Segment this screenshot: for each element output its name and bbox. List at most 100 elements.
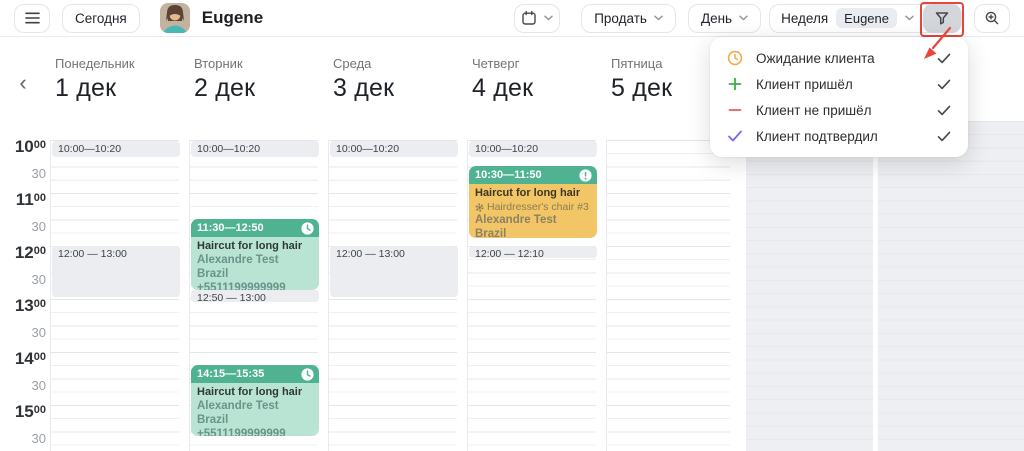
busy-slot[interactable]: 12:50 — 13:00	[191, 290, 319, 304]
staff-name: Eugene	[201, 8, 264, 27]
client-phone: +5511199999999	[197, 428, 286, 436]
busy-slot[interactable]: 12:00 — 13:00	[330, 246, 458, 297]
day-date: 1 дек	[55, 74, 117, 102]
appointment-header: 11:30—12:50	[191, 219, 319, 237]
resource-name: Hairdresser's chair #3	[487, 201, 589, 213]
hamburger-icon	[24, 12, 40, 24]
time-label: 30	[31, 219, 46, 234]
slot-time: 12:00 — 12:10	[475, 248, 544, 260]
clock-status-icon	[301, 367, 314, 381]
day-name: Пятница	[611, 56, 663, 71]
day-date: 2 дек	[194, 74, 256, 102]
chevron-down-icon	[654, 15, 663, 21]
time-label: 30	[31, 166, 46, 181]
day-name: Вторник	[194, 56, 243, 71]
busy-slot[interactable]: 10:00—10:20	[330, 141, 458, 157]
service-title: Haircut for long hair	[475, 187, 581, 199]
day-header-tuesday: Вторник 2 дек	[194, 56, 255, 103]
time-label: 1400	[14, 349, 46, 368]
filter-button[interactable]	[923, 3, 961, 33]
menu-item-missed[interactable]: Клиент не пришёл	[710, 98, 968, 123]
menu-button[interactable]	[14, 3, 50, 33]
client-name: Alexandre Test Brazil	[475, 214, 557, 238]
time-label: 1000	[14, 137, 46, 156]
day-column-thursday[interactable]: 10:00—10:20 10:30—11:50 Haircut for long…	[467, 140, 606, 451]
day-name: Понедельник	[55, 56, 135, 71]
avatar-photo	[159, 3, 190, 33]
minus-icon	[728, 109, 742, 111]
day-header-monday: Понедельник 1 дек	[55, 56, 135, 103]
appointment-header: 10:30—11:50	[469, 166, 597, 184]
busy-slot[interactable]: 10:00—10:20	[52, 141, 180, 157]
checkmark-icon	[937, 131, 951, 141]
appointment-body: Haircut for long hair Hairdresser's chai…	[469, 184, 597, 238]
time-label: 1100	[15, 190, 46, 209]
busy-slot[interactable]: 12:00 — 12:10	[469, 246, 597, 260]
appointment-body: Haircut for long hair Alexandre Test Bra…	[191, 237, 319, 290]
slot-time: 10:00—10:20	[58, 143, 122, 155]
appointment-card[interactable]: 10:30—11:50 Haircut for long hair Hairdr…	[469, 166, 597, 238]
day-view-button[interactable]: День	[687, 3, 762, 33]
busy-slot[interactable]: 12:00 — 13:00	[52, 246, 180, 297]
time-label: 30	[31, 325, 46, 340]
time-label: 30	[31, 272, 46, 287]
appointment-time: 11:30—12:50	[197, 222, 264, 234]
magnifier-plus-icon	[985, 11, 999, 25]
clock-status-icon	[301, 221, 314, 235]
busy-slot[interactable]: 10:00—10:20	[191, 141, 319, 157]
menu-item-label: Клиент подтвердил	[756, 128, 878, 144]
slot-time: 12:50 — 13:00	[197, 292, 266, 304]
sell-button[interactable]: Продать	[581, 3, 676, 33]
day-name: Четверг	[472, 56, 520, 71]
day-date: 5 дек	[611, 74, 673, 102]
weekend-column-sunday	[878, 121, 1024, 451]
slot-time: 12:00 — 13:00	[336, 248, 405, 260]
appointment-card[interactable]: 14:15—15:35 Haircut for long hair Alexan…	[191, 365, 319, 436]
chevron-down-icon[interactable]	[905, 15, 914, 21]
checkmark-icon	[937, 105, 951, 115]
busy-slot[interactable]: 10:00—10:20	[469, 141, 597, 157]
appointment-body: Haircut for long hair Alexandre Test Bra…	[191, 383, 319, 436]
day-column-tuesday[interactable]: 10:00—10:20 11:30—12:50 Haircut for long…	[189, 140, 328, 451]
today-label: Сегодня	[75, 10, 127, 26]
time-label: 30	[31, 431, 46, 446]
day-column-monday[interactable]: 10:00—10:20 12:00 — 13:00	[50, 140, 189, 451]
sell-label: Продать	[594, 10, 647, 26]
day-date: 4 дек	[472, 74, 534, 102]
zoom-button[interactable]	[974, 3, 1010, 33]
prev-week-button[interactable]: ‹	[12, 70, 34, 96]
resource-row: Hairdresser's chair #3	[475, 201, 591, 213]
slot-time: 10:00—10:20	[197, 143, 261, 155]
slot-time: 12:00 — 13:00	[58, 248, 127, 260]
calendar-picker-button[interactable]	[514, 3, 561, 33]
day-view-label: День	[700, 10, 733, 26]
exclamation-status-icon	[579, 168, 592, 182]
menu-item-waiting[interactable]: Ожидание клиента	[710, 46, 968, 71]
week-staff-chip[interactable]: Eugene	[836, 8, 897, 28]
appointment-card[interactable]: 11:30—12:50 Haircut for long hair Alexan…	[191, 219, 319, 290]
checkmark-icon	[937, 53, 951, 63]
avatar[interactable]	[159, 3, 190, 33]
day-header-wednesday: Среда 3 дек	[333, 56, 394, 103]
waiting-clock-icon	[727, 50, 743, 66]
chevron-down-icon	[544, 15, 553, 21]
menu-item-label: Клиент не пришёл	[756, 102, 872, 118]
day-header-friday: Пятница 5 дек	[611, 56, 672, 103]
service-title: Haircut for long hair	[197, 386, 303, 398]
time-label: 1200	[14, 243, 46, 262]
client-name: Alexandre Test Brazil	[197, 254, 279, 280]
time-label: 1500	[14, 402, 46, 421]
topbar: Сегодня Eugene Продать День Неделя Eugen…	[0, 0, 1024, 37]
menu-item-arrived[interactable]: Клиент пришёл	[710, 72, 968, 97]
slot-time: 10:00—10:20	[475, 143, 539, 155]
day-column-wednesday[interactable]: 10:00—10:20 12:00 — 13:00	[328, 140, 467, 451]
day-column-friday[interactable]	[606, 140, 740, 451]
menu-item-confirmed[interactable]: Клиент подтвердил	[710, 124, 968, 149]
menu-item-label: Ожидание клиента	[756, 50, 875, 66]
appointment-time: 14:15—15:35	[197, 368, 265, 380]
today-button[interactable]: Сегодня	[62, 3, 140, 33]
day-header-thursday: Четверг 4 дек	[472, 56, 533, 103]
chevron-down-icon	[739, 15, 748, 21]
appointment-header: 14:15—15:35	[191, 365, 319, 383]
